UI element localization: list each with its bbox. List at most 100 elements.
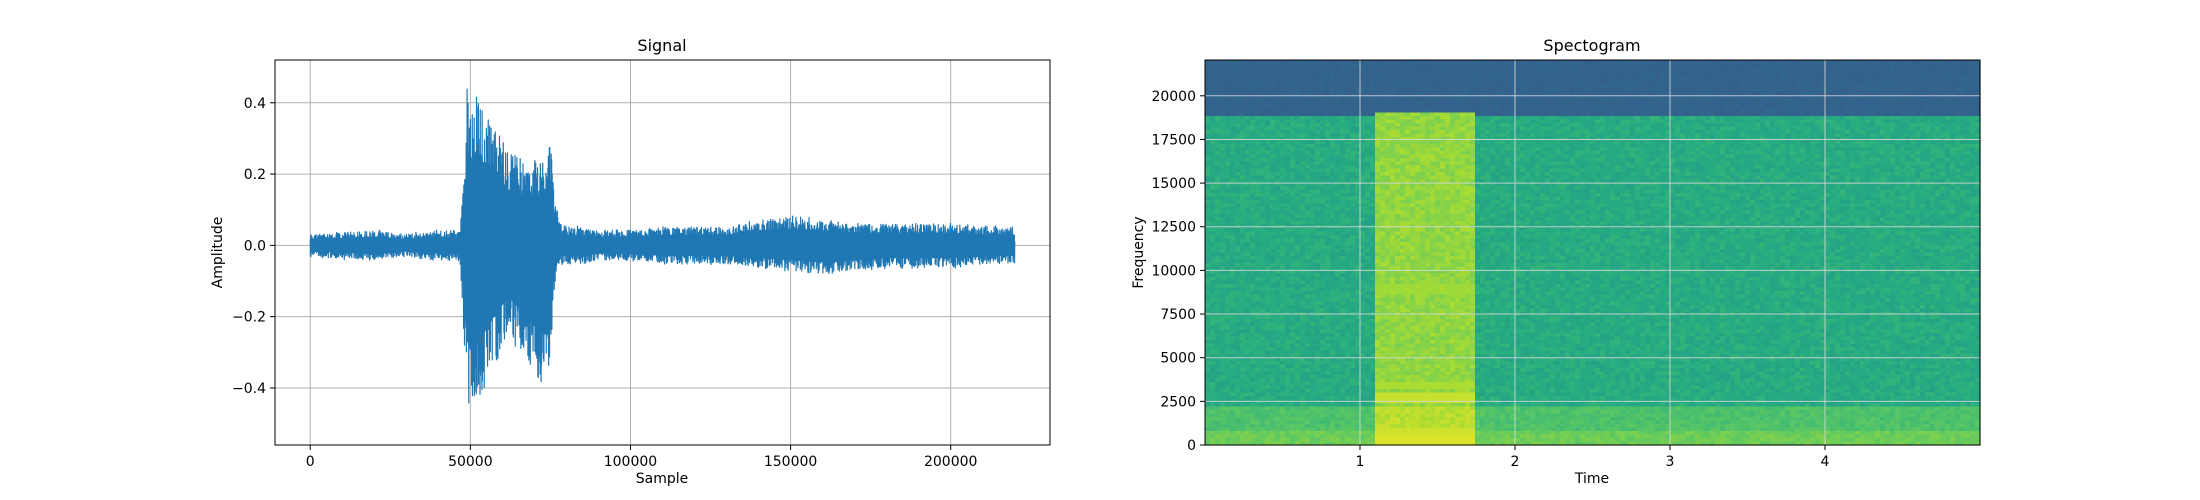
spectrogram-cell [1245,221,1251,226]
spectrogram-cell [1370,284,1376,289]
spectrogram-cell [1250,368,1256,373]
spectrogram-cell [1410,249,1416,254]
spectrogram-cell [1425,200,1431,205]
spectrogram-cell [1290,315,1296,320]
spectrogram-cell [1415,326,1421,331]
spectrogram-cell [1285,77,1291,82]
spectrogram-cell [1355,182,1361,187]
spectrogram-cell [1395,77,1401,82]
spectrogram-cell [1215,116,1221,121]
spectrogram-cell [1330,242,1336,247]
spectrogram-cell [1285,70,1291,75]
spectrogram-cell [1255,259,1261,264]
spectrogram-cell [1275,179,1281,184]
spectrogram-cell [1395,298,1401,303]
spectrogram-cell [1295,256,1301,261]
spectrogram-cell [1305,186,1311,191]
spectrogram-cell [1325,294,1331,299]
spectrogram-cell [1340,329,1346,334]
spectrogram-cell [1230,161,1236,166]
spectrogram-cell [1330,382,1336,387]
spectrogram-cell [1330,214,1336,219]
spectrogram-cell [1260,336,1266,341]
spectrogram-cell [1390,242,1396,247]
spectrogram-cell [1395,105,1401,110]
spectrogram-cell [1365,413,1371,418]
spectrogram-cell [1230,109,1236,114]
spectrogram-cell [1360,112,1366,117]
spectrogram-cell [1305,172,1311,177]
spectrogram-cell [1245,417,1251,422]
spectrogram-cell [1345,238,1351,243]
spectrogram-cell [1370,368,1376,373]
spectrogram-cell [1345,434,1351,439]
spectrogram-cell [1355,95,1361,100]
spectrogram-cell [1365,221,1371,226]
spectrogram-cell [1275,273,1281,278]
spectrogram-cell [1380,371,1386,376]
spectrogram-cell [1265,130,1271,135]
spectrogram-cell [1275,263,1281,268]
spectrogram-cell [1275,81,1281,86]
spectrogram-cell [1420,179,1426,184]
spectrogram-cell [1250,105,1256,110]
spectrogram-cell [1225,175,1231,180]
spectrogram-cell [1210,242,1216,247]
spectrogram-cell [1255,413,1261,418]
spectrogram-cell [1320,382,1326,387]
spectrogram-cell [1305,389,1311,394]
spectrogram-cell [1335,413,1341,418]
spectrogram-cell [1285,116,1291,121]
spectrogram-cell [1300,245,1306,250]
spectrogram-cell [1345,382,1351,387]
spectrogram-cell [1285,396,1291,401]
spectrogram-cell [1390,273,1396,278]
spectrogram-cell [1415,284,1421,289]
spectrogram-cell [1330,263,1336,268]
spectrogram-cell [1245,410,1251,415]
spectrogram-cell [1315,102,1321,107]
spectrogram-cell [1250,371,1256,376]
spectrogram-cell [1375,70,1381,75]
spectrogram-cell [1280,291,1286,296]
spectrogram-cell [1335,273,1341,278]
spectrogram-cell [1230,382,1236,387]
spectrogram-cell [1395,284,1401,289]
spectrogram-cell [1315,431,1321,436]
spectrogram-cell [1360,420,1366,425]
spectrogram-cell [1390,193,1396,198]
spectrogram-cell [1220,350,1226,355]
spectrogram-cell [1430,60,1436,65]
spectrogram-cell [1350,410,1356,415]
spectrogram-cell [1385,382,1391,387]
spectrogram-cell [1360,438,1366,443]
spectrogram-cell [1265,410,1271,415]
spectrogram-cell [1265,259,1271,264]
spectrogram-cell [1255,350,1261,355]
spectrogram-cell [1380,207,1386,212]
spectrogram-cell [1240,420,1246,425]
spectrogram-cell [1235,186,1241,191]
spectrogram-cell [1255,298,1261,303]
spectrogram-cell [1285,235,1291,240]
spectrogram-cell [1240,221,1246,226]
spectrogram-cell [1330,133,1336,138]
spectrogram-cell [1340,217,1346,222]
spectrogram-cell [1370,98,1376,103]
spectrogram-cell [1370,350,1376,355]
spectrogram-cell [1270,130,1276,135]
spectrogram-cell [1395,60,1401,65]
spectrogram-cell [1210,235,1216,240]
spectrogram-cell [1375,438,1381,443]
spectrogram-cell [1280,354,1286,359]
spectrogram-cell [1245,305,1251,310]
spectrogram-cell [1345,116,1351,121]
spectrogram-cell [1210,368,1216,373]
spectrogram-cell [1415,88,1421,93]
spectrogram-cell [1375,200,1381,205]
spectrogram-cell [1220,329,1226,334]
spectrogram-cell [1280,263,1286,268]
spectrogram-cell [1210,112,1216,117]
spectrogram-cell [1345,431,1351,436]
spectrogram-cell [1275,168,1281,173]
